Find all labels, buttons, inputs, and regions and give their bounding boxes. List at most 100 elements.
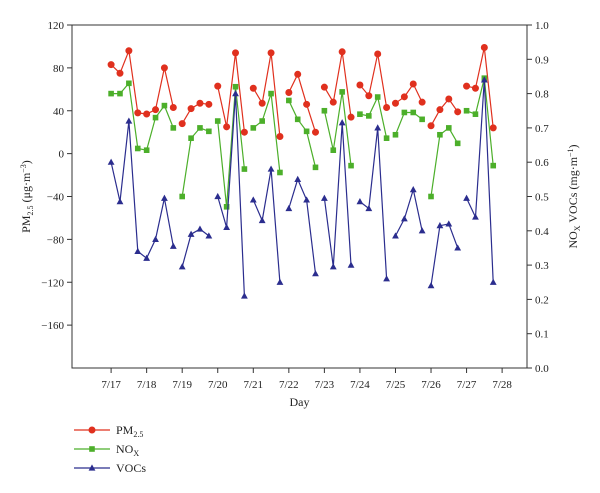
y-right-tick-label: 0.5 [535, 192, 549, 204]
data-point-no-x [321, 107, 328, 114]
series-line-pm-25 [288, 72, 317, 133]
y-left-tick-label: −40 [47, 192, 65, 204]
y-right-tick-label: 0.2 [535, 294, 549, 306]
series-line-pm-25 [323, 51, 352, 118]
data-point-no-x [152, 114, 159, 121]
data-point-no-x [134, 145, 141, 152]
data-point-no-x [348, 162, 354, 169]
y-left-tick-label: −80 [47, 234, 65, 246]
data-point-no-x [259, 118, 265, 124]
series-line-pm-25 [359, 53, 388, 108]
y-left-tick-label: 120 [48, 20, 65, 32]
data-point-no-x [419, 116, 425, 123]
data-point-pm-25 [374, 50, 382, 58]
series-no-x [108, 75, 497, 210]
data-point-pm-25 [267, 49, 275, 57]
x-tick-label: 7/19 [172, 379, 192, 391]
data-point-pm-25 [223, 123, 231, 131]
series-line-no-x [359, 95, 388, 139]
data-point-vocs [187, 230, 195, 237]
data-point-vocs [463, 194, 470, 201]
data-point-vocs [178, 263, 186, 270]
data-point-no-x [232, 83, 239, 90]
series-line-vocs [394, 187, 423, 237]
data-point-vocs [249, 196, 257, 203]
y-left-axis-label: PM2.5 (μg·m−3) [19, 160, 35, 233]
data-point-no-x [410, 109, 417, 116]
data-point-pm-25 [178, 120, 186, 128]
data-point-pm-25 [258, 99, 266, 107]
y-left-tick-label: 40 [53, 106, 65, 118]
data-point-no-x [445, 125, 452, 131]
data-point-pm-25 [427, 122, 435, 130]
series-line-pm-25 [181, 102, 209, 124]
series-line-vocs [430, 223, 459, 286]
y-right-tick-label: 0.1 [535, 329, 549, 341]
data-point-vocs [258, 216, 266, 224]
x-tick-label: 7/27 [457, 379, 477, 391]
data-point-no-x [428, 193, 434, 200]
data-point-vocs [161, 194, 168, 201]
data-point-vocs [347, 261, 355, 268]
series-line-pm-25 [217, 52, 245, 133]
series-pm-25 [107, 44, 497, 140]
data-point-vocs [205, 232, 213, 239]
data-point-no-x [179, 193, 185, 200]
data-point-pm-25 [311, 128, 319, 136]
y-right-tick-label: 0.3 [535, 260, 549, 272]
data-point-no-x [303, 128, 310, 135]
data-point-no-x [374, 94, 381, 100]
data-point-no-x [383, 135, 390, 141]
data-point-pm-25 [463, 82, 471, 90]
data-point-pm-25 [338, 48, 346, 56]
y-right-tick-label: 0.0 [535, 363, 549, 375]
data-point-no-x [454, 140, 461, 147]
data-point-vocs [285, 204, 293, 212]
data-point-no-x [312, 164, 319, 171]
series-line-pm-25 [430, 98, 459, 127]
data-point-pm-25 [329, 98, 337, 106]
data-point-vocs [400, 215, 408, 222]
data-point-vocs [392, 232, 399, 239]
data-point-pm-25 [134, 109, 142, 117]
y-right-tick-label: 0.9 [535, 54, 549, 66]
data-point-vocs [241, 292, 248, 299]
data-point-pm-25 [160, 64, 168, 72]
data-point-vocs [232, 90, 239, 97]
data-point-pm-25 [436, 106, 444, 114]
axes-layer: −160 −120 −80 −40 0 40 80 120 0.0 0.1 0.2 0.3 0.4 0.5… [19, 20, 582, 409]
data-point-vocs [436, 222, 444, 229]
data-point-pm-25 [480, 44, 488, 52]
legend-marker [89, 446, 95, 452]
data-point-pm-25 [143, 110, 151, 118]
data-point-no-x [117, 90, 123, 97]
x-tick-label: 7/23 [315, 379, 335, 391]
data-point-vocs [303, 196, 311, 203]
data-point-pm-25 [400, 93, 408, 101]
data-point-vocs [125, 117, 133, 124]
data-point-pm-25 [391, 99, 399, 107]
data-point-pm-25 [169, 104, 177, 112]
data-point-no-x [126, 80, 132, 87]
data-point-pm-25 [152, 106, 160, 114]
series-line-no-x [181, 127, 210, 197]
data-point-vocs [365, 204, 373, 212]
series-line-pm-25 [466, 47, 494, 128]
data-point-vocs [116, 198, 124, 205]
legend-marker [88, 426, 96, 434]
data-point-no-x [206, 128, 212, 135]
data-point-pm-25 [125, 47, 133, 55]
data-point-vocs [214, 192, 222, 200]
data-point-no-x [161, 102, 168, 109]
x-tick-label: 7/24 [350, 379, 370, 391]
series-line-vocs [217, 93, 245, 297]
x-tick-label: 7/20 [208, 379, 228, 391]
data-point-no-x [437, 131, 443, 138]
data-point-vocs [454, 244, 462, 251]
data-point-pm-25 [347, 113, 355, 121]
series-line-no-x [252, 93, 281, 173]
series-line-vocs [288, 177, 317, 274]
x-tick-label: 7/17 [101, 379, 121, 391]
x-tick-label: 7/18 [137, 379, 157, 391]
